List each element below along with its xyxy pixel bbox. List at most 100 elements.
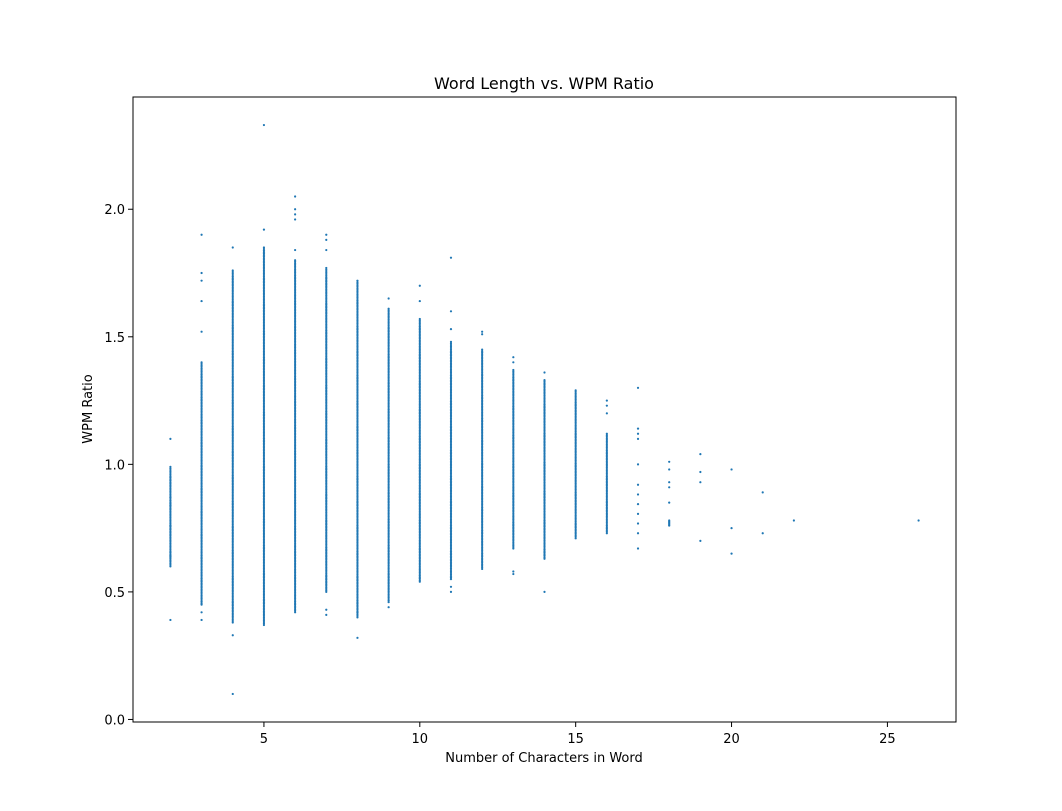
- data-point: [449, 516, 453, 520]
- data-point: [481, 460, 484, 463]
- data-point: [231, 370, 234, 373]
- data-point: [387, 426, 390, 430]
- data-point: [387, 477, 390, 480]
- data-point: [605, 449, 608, 452]
- data-point: [512, 422, 515, 425]
- data-point: [543, 507, 546, 510]
- data-point: [418, 473, 421, 476]
- data-point: [294, 611, 297, 614]
- data-point: [262, 257, 266, 260]
- data-point: [481, 435, 484, 439]
- data-point: [262, 252, 266, 255]
- data-point: [169, 505, 172, 508]
- data-point: [262, 494, 266, 497]
- data-point: [325, 427, 328, 430]
- data-point: [418, 362, 421, 365]
- data-point: [387, 321, 390, 324]
- data-point: [356, 385, 359, 388]
- data-point: [512, 397, 515, 401]
- data-point: [325, 384, 328, 387]
- data-point: [449, 564, 453, 567]
- data-point: [356, 325, 359, 328]
- data-point: [325, 268, 328, 271]
- data-point-outlier: [481, 333, 484, 336]
- data-point-outlier: [636, 432, 640, 435]
- data-point: [418, 550, 421, 553]
- data-point: [231, 580, 234, 583]
- data-point: [200, 444, 203, 447]
- data-point: [418, 531, 421, 534]
- data-point: [449, 509, 453, 512]
- data-point: [231, 453, 234, 456]
- data-point: [481, 537, 484, 540]
- data-point-outlier: [356, 636, 359, 639]
- data-point: [325, 468, 328, 471]
- data-point: [294, 344, 297, 348]
- data-point: [512, 416, 515, 419]
- data-point: [481, 543, 484, 546]
- data-point: [387, 565, 390, 569]
- data-point: [449, 395, 453, 399]
- data-point: [356, 522, 359, 526]
- data-point: [574, 425, 577, 429]
- data-point: [231, 529, 234, 532]
- data-point: [543, 426, 546, 429]
- data-point: [200, 522, 203, 525]
- data-point: [325, 558, 328, 561]
- data-point: [449, 446, 453, 449]
- data-point: [231, 593, 234, 597]
- data-point: [262, 597, 266, 601]
- data-point: [449, 340, 453, 343]
- data-point: [262, 550, 266, 553]
- data-point: [262, 347, 266, 350]
- data-point: [387, 527, 390, 530]
- data-point: [449, 542, 453, 546]
- data-point: [325, 314, 328, 317]
- data-point: [543, 513, 546, 516]
- data-point: [231, 322, 234, 326]
- data-point-outlier: [449, 310, 453, 313]
- data-point: [262, 536, 266, 540]
- data-point: [294, 303, 297, 306]
- data-point: [605, 473, 608, 477]
- data-point: [512, 529, 515, 532]
- data-point: [200, 463, 203, 467]
- data-point: [356, 418, 359, 422]
- data-point: [262, 371, 266, 374]
- data-point: [387, 318, 390, 321]
- data-point: [200, 483, 203, 487]
- data-point: [481, 415, 484, 419]
- data-point-outlier: [699, 481, 702, 484]
- data-point: [262, 409, 266, 413]
- data-point: [294, 311, 297, 314]
- data-point: [543, 508, 546, 511]
- data-point: [449, 489, 453, 492]
- data-point: [231, 599, 234, 603]
- data-point: [325, 306, 328, 309]
- data-point: [356, 545, 359, 549]
- data-point: [262, 497, 266, 500]
- data-point: [262, 426, 266, 429]
- data-point: [231, 512, 234, 515]
- data-point: [481, 463, 484, 466]
- data-point: [200, 381, 203, 384]
- data-point: [294, 523, 297, 527]
- data-point: [294, 421, 297, 424]
- data-point: [325, 399, 328, 402]
- data-point-outlier: [325, 238, 328, 241]
- data-point: [574, 473, 577, 476]
- data-point: [200, 572, 203, 576]
- data-point: [512, 458, 515, 462]
- data-point: [325, 370, 328, 373]
- data-point: [231, 280, 234, 283]
- data-point: [543, 398, 546, 402]
- data-point: [200, 390, 203, 393]
- data-point: [449, 365, 453, 368]
- data-point: [387, 530, 390, 533]
- data-point: [574, 421, 577, 424]
- data-point: [325, 327, 328, 331]
- data-point: [356, 371, 359, 374]
- data-point: [200, 602, 203, 605]
- data-point: [574, 489, 577, 493]
- data-point: [418, 560, 421, 563]
